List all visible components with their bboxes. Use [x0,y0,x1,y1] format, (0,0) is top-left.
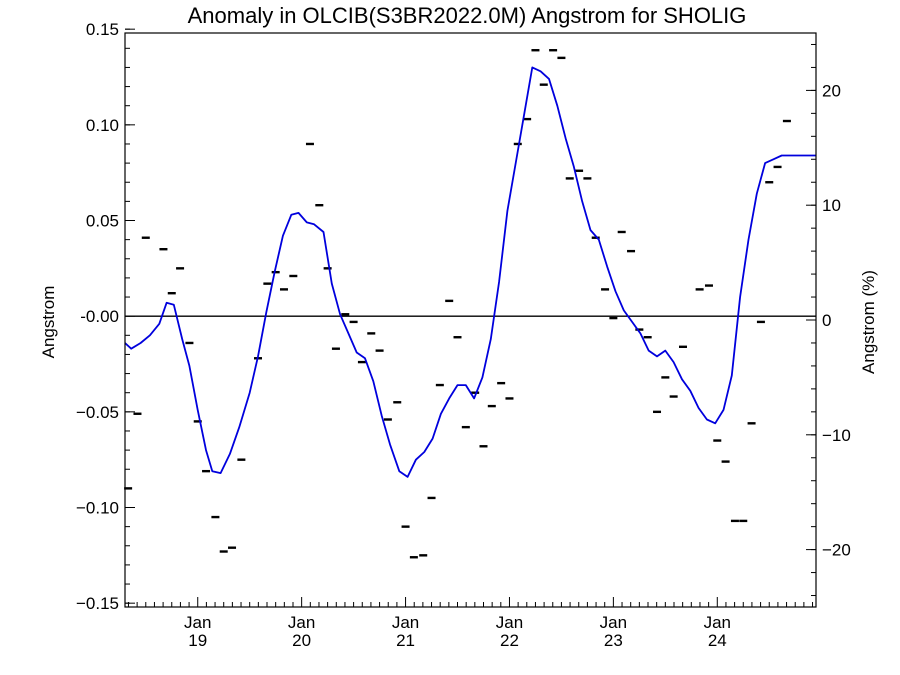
chart-title: Anomaly in OLCIB(S3BR2022.0M) Angstrom f… [188,3,747,28]
y-axis-label-left: Angstrom [39,286,58,359]
y-right-tick-label: −20 [822,541,851,560]
x-tick-year: 20 [292,631,311,650]
y-tick-label: 0.15 [86,20,119,39]
axis-ticks: −0.15 −0.10 −0.05 -0.00 0.05 0.10 0.15 −20 −10 0 1… [76,20,851,650]
y-tick-label: 0.10 [86,116,119,135]
y-tick-label: -0.00 [80,307,119,326]
plot-frame [124,32,817,608]
y-right-tick-label: −10 [822,426,851,445]
x-tick-year: 24 [708,631,727,650]
x-tick-month: Jan [392,613,419,632]
x-tick-month: Jan [704,613,731,632]
x-tick-year: 23 [604,631,623,650]
smoothed-line [124,66,816,478]
y-tick-label: −0.05 [76,403,119,422]
x-tick-year: 19 [188,631,207,650]
y-tick-label: −0.10 [76,499,119,518]
x-tick-month: Jan [184,613,211,632]
data-marks [124,49,816,559]
y-tick-label: 0.05 [86,212,119,231]
y-right-tick-label: 0 [822,311,831,330]
x-tick-year: 21 [396,631,415,650]
y-tick-label: −0.15 [76,594,119,613]
x-tick-month: Jan [288,613,315,632]
y-right-tick-label: 10 [822,196,841,215]
x-tick-year: 22 [500,631,519,650]
x-tick-month: Jan [496,613,523,632]
y-axis-label-right: Angstrom (%) [859,270,878,374]
y-right-tick-label: 20 [822,81,841,100]
x-tick-month: Jan [600,613,627,632]
